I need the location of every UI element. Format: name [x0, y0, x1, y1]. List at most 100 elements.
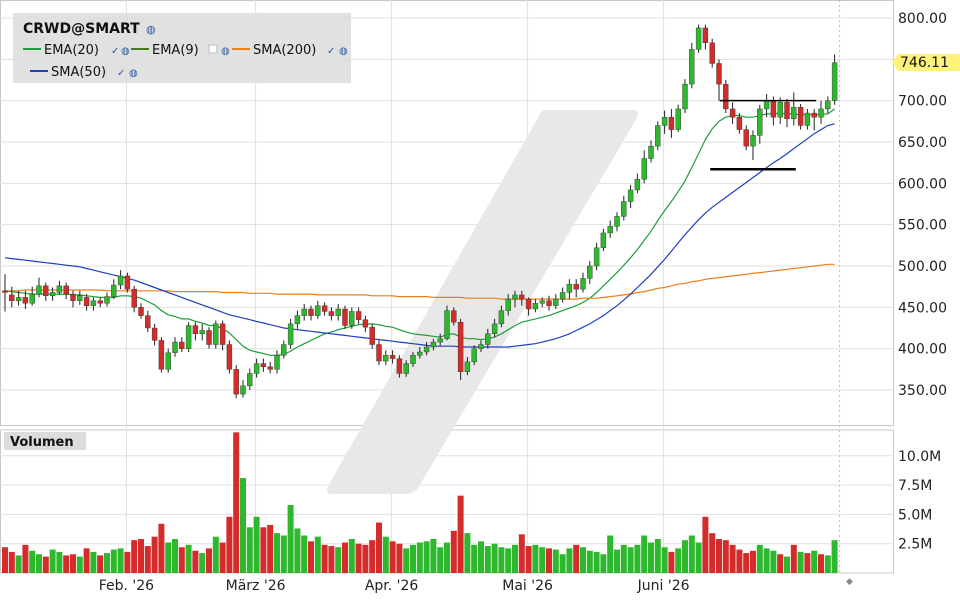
volume-bar[interactable] [627, 547, 634, 573]
candle-body[interactable] [457, 322, 464, 373]
volume-bar[interactable] [688, 535, 695, 573]
volume-bar[interactable] [104, 553, 110, 573]
volume-bar[interactable] [668, 551, 675, 573]
candle-body[interactable] [328, 311, 335, 316]
candle-body[interactable] [614, 216, 620, 227]
candle-body[interactable] [274, 355, 280, 370]
volume-bar[interactable] [274, 533, 280, 573]
candle-body[interactable] [369, 326, 375, 345]
volume-bar[interactable] [29, 550, 36, 573]
volume-bar[interactable] [83, 548, 90, 573]
volume-bar[interactable] [131, 540, 138, 573]
volume-bar[interactable] [790, 544, 797, 573]
volume-bar[interactable] [63, 555, 70, 573]
volume-bar[interactable] [253, 516, 260, 573]
check-icon[interactable]: ✓ [327, 46, 335, 57]
volume-bar[interactable] [546, 548, 552, 573]
candle-body[interactable] [267, 366, 273, 370]
volume-bar[interactable] [117, 548, 124, 573]
candle-body[interactable] [36, 285, 42, 295]
volume-bar[interactable] [267, 524, 274, 573]
volume-bar[interactable] [178, 547, 185, 573]
volume-bar[interactable] [593, 551, 600, 573]
volume-bar[interactable] [600, 554, 607, 573]
volume-bar[interactable] [396, 543, 403, 573]
volume-bar[interactable] [185, 544, 192, 573]
candle-body[interactable] [145, 315, 151, 329]
candle-body[interactable] [797, 107, 804, 126]
volume-bar[interactable] [416, 542, 423, 573]
check-icon[interactable]: ✓ [111, 46, 119, 57]
volume-bar[interactable] [804, 553, 811, 573]
volume-bar[interactable] [42, 556, 49, 573]
globe-icon[interactable]: ◍ [121, 46, 130, 57]
volume-bar[interactable] [76, 556, 83, 573]
volume-bar[interactable] [382, 536, 389, 573]
candle-body[interactable] [784, 102, 790, 120]
volume-bar[interactable] [342, 542, 348, 573]
candle-body[interactable] [655, 125, 661, 147]
candle-body[interactable] [716, 63, 722, 85]
candle-body[interactable] [539, 300, 545, 304]
candle-body[interactable] [9, 294, 15, 301]
candle-body[interactable] [471, 348, 477, 363]
candle-body[interactable] [308, 308, 314, 316]
volume-bar[interactable] [376, 522, 382, 573]
volume-bar[interactable] [641, 535, 648, 573]
volume-bar[interactable] [770, 550, 777, 573]
volume-bar[interactable] [389, 541, 396, 573]
candle-body[interactable] [498, 310, 505, 325]
volume-bar[interactable] [403, 548, 410, 573]
volume-bar[interactable] [22, 544, 29, 573]
candle-body[interactable] [491, 323, 498, 334]
volume-bar[interactable] [294, 528, 301, 573]
volume-bar[interactable] [695, 542, 702, 573]
candle-body[interactable] [219, 323, 226, 345]
volume-bar[interactable] [423, 541, 430, 573]
volume-bar[interactable] [824, 555, 831, 573]
volume-bar[interactable] [430, 539, 437, 573]
ma-line-ema20[interactable] [4, 108, 835, 356]
candle-body[interactable] [49, 292, 56, 296]
ma-line-sma50[interactable] [4, 123, 835, 348]
volume-bar[interactable] [559, 554, 566, 573]
candle-body[interactable] [573, 283, 579, 290]
volume-bar[interactable] [260, 527, 267, 573]
volume-bar[interactable] [784, 556, 790, 573]
volume-bar[interactable] [348, 539, 355, 573]
volume-bar[interactable] [444, 542, 450, 573]
volume-bar[interactable] [682, 540, 688, 573]
volume-bar[interactable] [110, 549, 117, 573]
volume-bar[interactable] [206, 548, 212, 573]
candle-body[interactable] [240, 385, 246, 395]
candle-body[interactable] [362, 319, 369, 328]
volume-bar[interactable] [165, 542, 172, 573]
volume-bar[interactable] [756, 544, 763, 573]
volume-bar[interactable] [743, 553, 750, 573]
volume-bar[interactable] [2, 547, 8, 573]
volume-bar[interactable] [498, 547, 505, 573]
candle-body[interactable] [321, 305, 328, 312]
candle-body[interactable] [519, 294, 525, 300]
candle-body[interactable] [634, 178, 641, 191]
candle-body[interactable] [750, 135, 756, 147]
candle-body[interactable] [566, 283, 573, 293]
volume-bar[interactable] [124, 551, 131, 573]
volume-bar[interactable] [301, 535, 308, 573]
volume-bar[interactable] [362, 544, 369, 573]
volume-bar[interactable] [144, 546, 151, 573]
candle-body[interactable] [668, 116, 675, 130]
candle-body[interactable] [485, 333, 491, 345]
candle-body[interactable] [825, 100, 831, 110]
candle-body[interactable] [831, 62, 838, 101]
candle-body[interactable] [199, 330, 205, 334]
candle-body[interactable] [281, 344, 287, 356]
candle-body[interactable] [512, 294, 518, 300]
candle-body[interactable] [430, 341, 437, 348]
check-icon[interactable]: ✓ [117, 68, 125, 79]
candle-body[interactable] [158, 340, 165, 370]
candle-body[interactable] [791, 107, 797, 120]
checkbox-icon[interactable] [208, 44, 218, 54]
candle-body[interactable] [192, 325, 199, 334]
globe-icon[interactable]: ◍ [221, 46, 230, 57]
